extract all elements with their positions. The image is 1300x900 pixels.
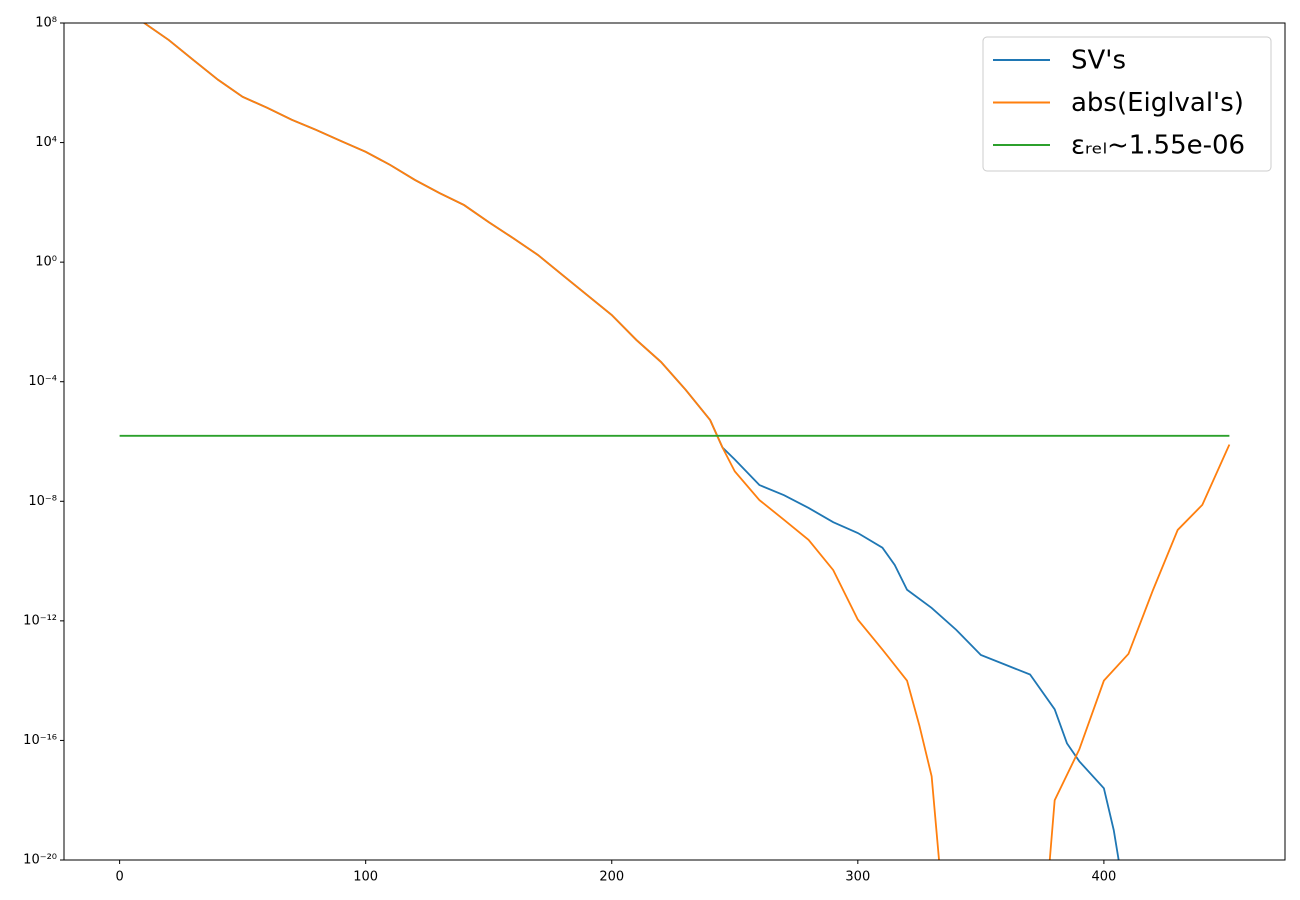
x-tick-label: 300 bbox=[845, 870, 870, 885]
x-tick-label: 0 bbox=[115, 870, 123, 885]
series-line bbox=[143, 23, 1231, 860]
y-tick-label: 10⁻⁴ bbox=[28, 374, 57, 389]
legend: SV's abs(Eiglval's) εᵣₑₗ~1.55e-06 bbox=[982, 36, 1272, 172]
legend-label: abs(Eiglval's) bbox=[1071, 88, 1244, 118]
y-tick-label: 10⁰ bbox=[35, 255, 57, 270]
y-tick-label: 10⁻¹² bbox=[23, 613, 57, 628]
y-tick-label: 10⁻¹⁶ bbox=[23, 733, 57, 748]
legend-label: SV's bbox=[1071, 46, 1126, 76]
y-tick-label: 10⁸ bbox=[35, 16, 57, 31]
plot-lines bbox=[119, 23, 1231, 860]
x-tick-label: 400 bbox=[1091, 870, 1116, 885]
y-tick-label: 10⁻⁸ bbox=[28, 494, 57, 509]
axes-frame bbox=[63, 22, 1286, 861]
x-tick-label: 100 bbox=[353, 870, 378, 885]
legend-box bbox=[982, 36, 1272, 172]
x-tick-label: 200 bbox=[599, 870, 624, 885]
legend-label: εᵣₑₗ~1.55e-06 bbox=[1071, 131, 1245, 161]
y-tick-label: 10⁴ bbox=[35, 135, 57, 150]
y-tick-label: 10⁻²⁰ bbox=[23, 853, 57, 868]
